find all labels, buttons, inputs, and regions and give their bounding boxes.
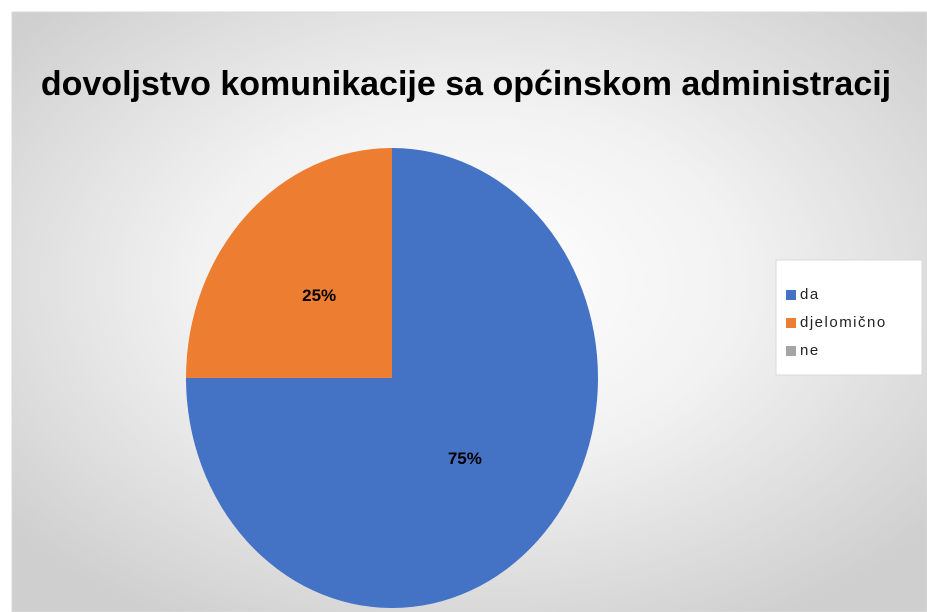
legend-label: da [800,286,820,303]
pie-slice [186,148,392,378]
legend-swatch [786,346,796,356]
legend-box [775,259,923,376]
data-label: 25% [302,286,336,305]
legend-label: ne [800,342,820,359]
data-label: 75% [448,449,482,468]
legend-swatch [786,318,796,328]
legend-label: djelomično [800,314,887,331]
chart-title: dovoljstvo komunikacije sa općinskom adm… [41,65,891,103]
legend-swatch [786,290,796,300]
